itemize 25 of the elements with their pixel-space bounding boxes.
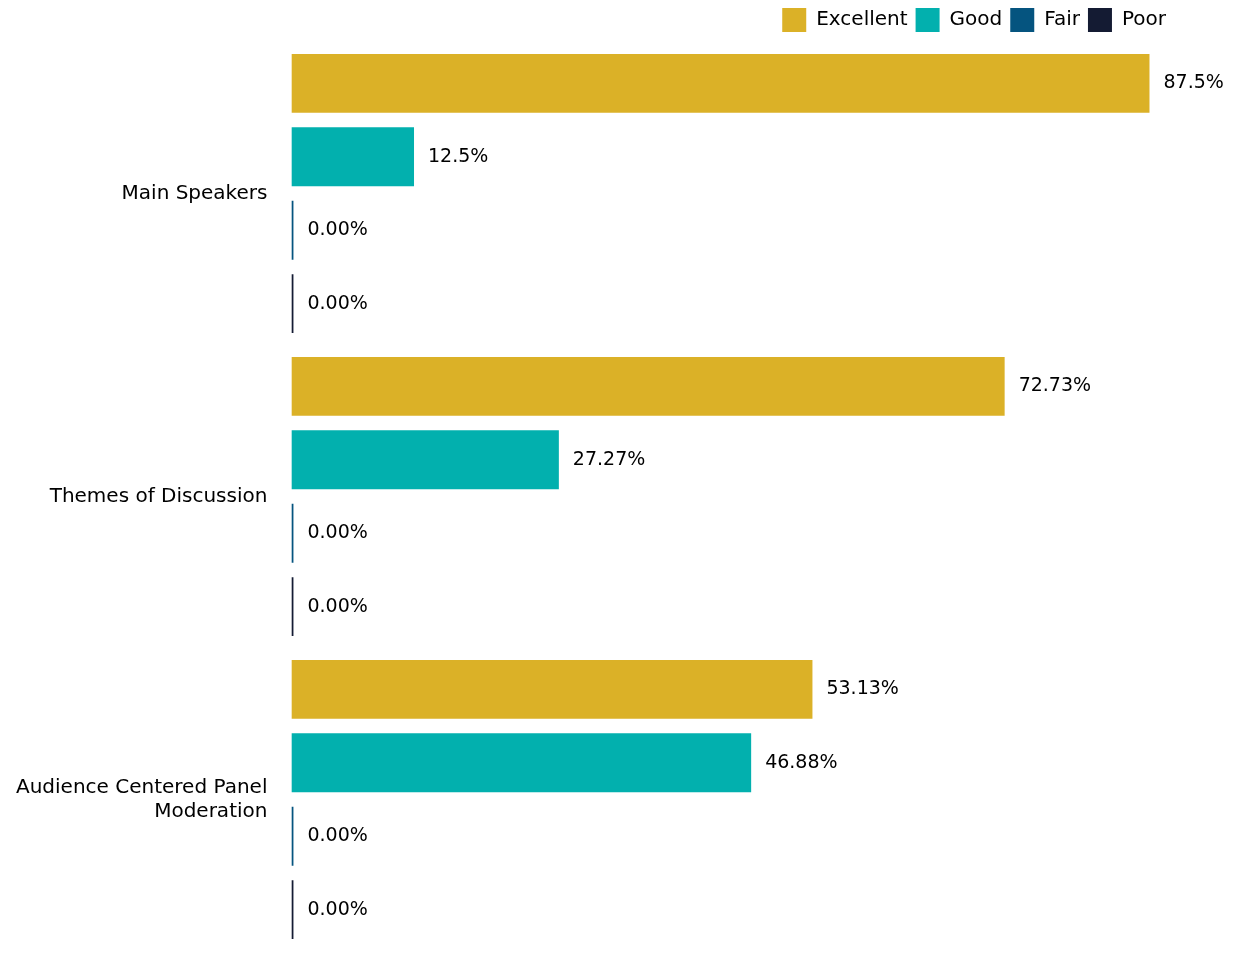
data-label: 0.00%	[307, 290, 368, 313]
bar	[291, 127, 415, 187]
data-label: 0.00%	[307, 217, 368, 240]
bar	[291, 733, 752, 793]
legend-label: Excellent	[816, 6, 908, 31]
y-tick-label: Audience Centered Panel Moderation	[16, 773, 268, 822]
legend-label: Poor	[1121, 6, 1167, 31]
y-tick-label: Themes of Discussion	[48, 482, 268, 507]
y-tick-label: Main Speakers	[121, 179, 268, 204]
data-label: 27.27%	[572, 446, 646, 469]
bar	[291, 430, 559, 490]
bar	[291, 53, 1150, 113]
legend-label: Good	[949, 6, 1003, 31]
bar	[291, 659, 813, 719]
data-label: 12.5%	[428, 143, 489, 166]
data-label: 72.73%	[1018, 373, 1092, 396]
data-label: 0.00%	[307, 823, 368, 846]
data-label: 0.00%	[307, 896, 368, 919]
bar	[291, 356, 1005, 416]
data-label: 53.13%	[826, 676, 899, 699]
data-label: 46.88%	[765, 749, 838, 772]
data-label: 0.00%	[307, 593, 368, 616]
data-label: 0.00%	[307, 520, 368, 543]
legend-label: Fair	[1044, 6, 1081, 31]
data-label: 87.5%	[1163, 70, 1224, 93]
